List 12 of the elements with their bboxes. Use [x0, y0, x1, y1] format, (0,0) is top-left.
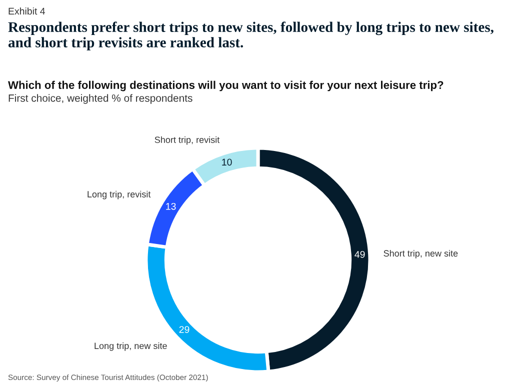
- chart-title: Respondents prefer short trips to new sites, followed by long trips to new sites, and short trip revisits are ranked last.: [8, 22, 494, 50]
- data-label: 49: [354, 250, 365, 258]
- slice-label: Long trip, revisit: [88, 190, 151, 200]
- data-label: 10: [222, 158, 232, 166]
- slice-label: Short trip, revisit: [154, 136, 220, 145]
- text: First choice, weighted % of respondents: [8, 94, 192, 104]
- data-label: 13: [166, 202, 176, 210]
- slice-label: Short trip, new site: [384, 250, 458, 258]
- chart-subtitle: Which of the following destinations will you want to visit for your next leisure trip?: [8, 80, 444, 92]
- text: Exhibit 4: [8, 7, 46, 15]
- data-label: 29: [179, 326, 190, 333]
- slice-label: Long trip, new site: [94, 342, 167, 351]
